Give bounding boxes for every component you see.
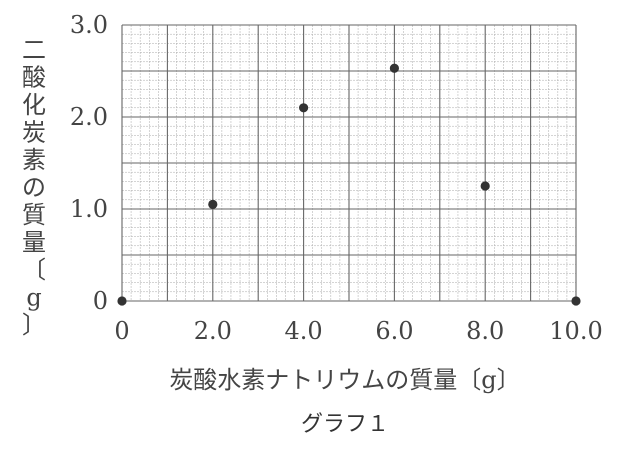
y-tick-label: 2.0: [70, 103, 108, 131]
x-tick-labels: 0 2.0 4.0 6.0 8.0 10.0: [114, 317, 602, 345]
major-grid: [121, 24, 577, 302]
data-point: [571, 296, 581, 306]
x-tick-label: 4.0: [285, 317, 323, 345]
y-tick-label: 3.0: [70, 11, 108, 39]
y-axis-title-char: 質: [22, 201, 46, 229]
x-tick-label: 6.0: [375, 317, 413, 345]
y-axis-title-char: 二: [22, 36, 46, 64]
data-point: [208, 199, 218, 209]
x-tick-label: 0: [114, 317, 129, 345]
data-point: [117, 296, 127, 306]
y-axis-title-char: 〔: [22, 256, 46, 284]
y-tick-label: 0: [93, 287, 108, 315]
x-tick-label: 8.0: [466, 317, 504, 345]
data-point: [299, 103, 309, 113]
x-axis-title: 炭酸水素ナトリウムの質量〔g〕: [169, 366, 520, 394]
data-point: [480, 181, 490, 191]
chart-caption: グラフ１: [301, 412, 389, 437]
y-axis-title-char: 素: [22, 146, 46, 174]
y-axis-title-char: 化: [22, 91, 46, 119]
y-axis-title-char: g: [26, 284, 41, 312]
y-axis-title-char: 〕: [22, 311, 46, 339]
data-points: [117, 63, 581, 306]
y-axis-title-char: 酸: [22, 64, 46, 92]
y-tick-label: 1.0: [70, 195, 108, 223]
y-axis-title-char: 炭: [22, 119, 46, 147]
y-axis-title-char: の: [22, 174, 46, 202]
y-tick-labels: 0 1.0 2.0 3.0: [70, 11, 108, 315]
x-tick-label: 10.0: [549, 317, 602, 345]
x-tick-label: 2.0: [194, 317, 232, 345]
y-axis-title-char: 量: [22, 229, 46, 257]
data-point: [389, 63, 399, 73]
